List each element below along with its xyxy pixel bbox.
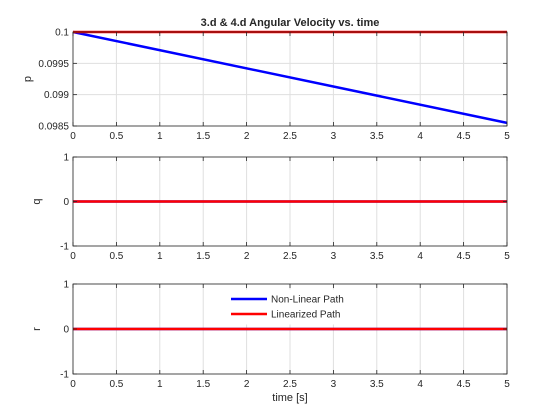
x-tick-label: 3.5 [370,131,384,142]
chart-title: 3.d & 4.d Angular Velocity vs. time [201,17,380,29]
x-tick-label: 1.5 [196,379,210,390]
x-tick-label: 2.5 [283,379,297,390]
y-tick-label: 0 [63,325,69,336]
y-axis-label: q [31,198,43,204]
x-tick-label: 1 [157,379,163,390]
x-tick-label: 2 [244,379,250,390]
x-tick-label: 0 [70,251,76,262]
x-tick-label: 0.5 [109,131,123,142]
x-tick-label: 0.5 [109,379,123,390]
y-tick-label: 0.1 [55,28,69,39]
subplot-1: 0 0.5 1 1.5 2 2.5 3 3.5 4 4.5 5 0.0985 0.099 0.0995 0.… [22,17,510,142]
y-axis-label: p [22,76,34,82]
x-tick-label: 0 [70,131,76,142]
x-tick-label: 3 [331,251,337,262]
y-tick-label: 0.0985 [38,122,69,133]
x-tick-label: 1.5 [196,251,210,262]
legend-label-2: Linearized Path [271,310,341,321]
y-tick-label: 1 [63,280,69,291]
x-tick-label: 1.5 [196,131,210,142]
x-tick-label: 5 [504,379,510,390]
x-tick-label: 3.5 [370,379,384,390]
legend-label-1: Non-Linear Path [271,295,344,306]
x-tick-label: 3 [331,379,337,390]
x-tick-label: 1 [157,251,163,262]
x-tick-label: 4.5 [457,251,471,262]
x-tick-label: 4 [417,251,423,262]
x-axis-label: time [s] [272,392,307,404]
x-tick-label: 3 [331,131,337,142]
x-tick-label: 1 [157,131,163,142]
legend-box [226,289,363,325]
x-tick-label: 0.5 [109,251,123,262]
series-line-1 [72,30,508,125]
y-tick-label: 1 [63,153,69,164]
y-tick-label: -1 [60,242,69,253]
x-tick-label: 4.5 [457,131,471,142]
x-tick-label: 2 [244,251,250,262]
y-tick-label: -1 [60,370,69,381]
y-axis-label: r [31,327,43,331]
x-tick-label: 2.5 [283,251,297,262]
x-tick-label: 4 [417,131,423,142]
x-tick-label: 4.5 [457,379,471,390]
x-tick-label: 0 [70,379,76,390]
legend: Non-Linear Path Linearized Path [226,289,363,325]
y-tick-label: 0.099 [44,90,69,101]
x-tick-label: 5 [504,251,510,262]
x-tick-label: 4 [417,379,423,390]
x-tick-label: 2 [244,131,250,142]
x-tick-label: 3.5 [370,251,384,262]
x-tick-label: 5 [504,131,510,142]
y-tick-label: 0.0995 [38,59,69,70]
y-tick-label: 0 [63,197,69,208]
x-tick-label: 2.5 [283,131,297,142]
